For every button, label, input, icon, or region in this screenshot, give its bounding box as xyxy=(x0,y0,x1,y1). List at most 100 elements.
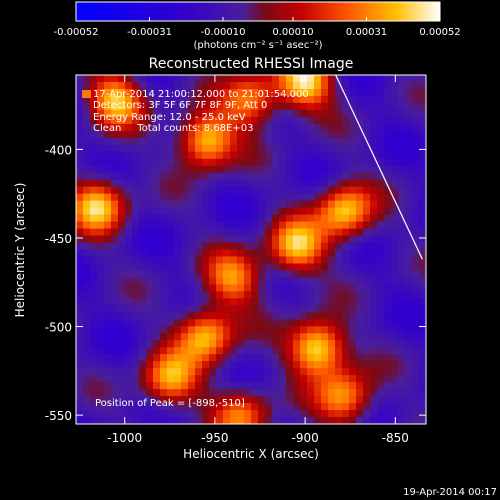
heatmap-cell xyxy=(237,375,245,383)
heatmap-cell xyxy=(76,88,84,97)
heatmap-cell xyxy=(202,270,210,279)
heatmap-cell xyxy=(363,403,371,411)
heatmap-cell xyxy=(111,277,119,285)
heatmap-cell xyxy=(237,207,245,216)
heatmap-cell xyxy=(181,172,189,181)
heatmap-cell xyxy=(363,75,371,83)
heatmap-cell xyxy=(132,102,140,111)
heatmap-cell xyxy=(363,389,371,397)
heatmap-cell xyxy=(279,130,287,139)
heatmap-cell xyxy=(377,354,385,362)
heatmap-cell xyxy=(202,137,210,146)
heatmap-cell xyxy=(363,88,371,97)
heatmap-cell xyxy=(412,81,420,90)
heatmap-cell xyxy=(181,221,189,230)
heatmap-cell xyxy=(370,207,378,216)
heatmap-cell xyxy=(307,417,315,424)
heatmap-cell xyxy=(377,326,385,334)
heatmap-cell xyxy=(384,396,392,404)
heatmap-cell xyxy=(195,270,203,279)
heatmap-cell xyxy=(230,340,238,348)
heatmap-cell xyxy=(188,270,196,279)
heatmap-cell xyxy=(272,263,280,272)
heatmap-cell xyxy=(342,403,350,411)
heatmap-cell xyxy=(307,102,315,111)
heatmap-cell xyxy=(188,116,196,125)
heatmap-cell xyxy=(160,221,168,230)
heatmap-cell xyxy=(244,305,252,313)
heatmap-cell xyxy=(76,95,84,104)
heatmap-cell xyxy=(293,256,301,265)
heatmap-cell xyxy=(293,305,301,313)
heatmap-cell xyxy=(363,123,371,132)
heatmap-cell xyxy=(83,312,91,320)
heatmap-cell xyxy=(307,347,315,355)
heatmap-cell xyxy=(160,81,168,90)
heatmap-cell xyxy=(174,81,182,90)
heatmap-cell xyxy=(244,172,252,181)
heatmap-cell xyxy=(412,88,420,97)
heatmap-cell xyxy=(167,382,175,390)
heatmap-cell xyxy=(419,319,426,327)
heatmap-cell xyxy=(405,347,413,355)
heatmap-cell xyxy=(265,396,273,404)
heatmap-cell xyxy=(230,172,238,181)
heatmap-cell xyxy=(307,228,315,237)
heatmap-cell xyxy=(111,214,119,223)
heatmap-cell xyxy=(356,158,364,167)
heatmap-cell xyxy=(104,284,112,292)
heatmap-cell xyxy=(419,256,426,265)
heatmap-cell xyxy=(153,396,161,404)
heatmap-cell xyxy=(153,319,161,327)
heatmap-cell xyxy=(111,102,119,111)
heatmap-cell xyxy=(307,235,315,244)
heatmap-cell xyxy=(349,228,357,237)
heatmap-cell xyxy=(342,193,350,202)
heatmap-cell xyxy=(328,158,336,167)
heatmap-cell xyxy=(349,109,357,118)
heatmap-cell xyxy=(153,375,161,383)
heatmap-cell xyxy=(216,403,224,411)
heatmap-cell xyxy=(377,109,385,118)
heatmap-cell xyxy=(111,179,119,188)
heatmap-cell xyxy=(412,130,420,139)
heatmap-cell xyxy=(335,347,343,355)
heatmap-cell xyxy=(230,396,238,404)
heatmap-cell xyxy=(153,312,161,320)
heatmap-cell xyxy=(349,326,357,334)
heatmap-cell xyxy=(125,298,133,306)
heatmap-cell xyxy=(293,158,301,167)
heatmap-cell xyxy=(342,410,350,418)
heatmap-cell xyxy=(342,172,350,181)
heatmap-cell xyxy=(76,298,84,306)
heatmap-cell xyxy=(405,291,413,299)
heatmap-cell xyxy=(139,81,147,90)
heatmap-cell xyxy=(167,123,175,132)
heatmap-cell xyxy=(307,312,315,320)
heatmap-cell xyxy=(293,354,301,362)
heatmap-cell xyxy=(181,95,189,104)
heatmap-cell xyxy=(328,235,336,244)
heatmap-cell xyxy=(111,186,119,195)
heatmap-cell xyxy=(328,298,336,306)
heatmap-cell xyxy=(202,410,210,418)
heatmap-cell xyxy=(132,305,140,313)
heatmap-cell xyxy=(251,333,259,341)
heatmap-cell xyxy=(370,291,378,299)
heatmap-cell xyxy=(321,88,329,97)
heatmap-cell xyxy=(265,249,273,258)
heatmap-cell xyxy=(76,410,84,418)
heatmap-cell xyxy=(251,235,259,244)
heatmap-cell xyxy=(279,270,287,279)
heatmap-cell xyxy=(104,396,112,404)
heatmap-cell xyxy=(125,158,133,167)
heatmap-cell xyxy=(76,158,84,167)
heatmap-cell xyxy=(160,319,168,327)
heatmap-cell xyxy=(363,221,371,230)
heatmap-cell xyxy=(223,165,231,174)
heatmap-cell xyxy=(125,193,133,202)
heatmap-cell xyxy=(223,158,231,167)
heatmap-cell xyxy=(153,214,161,223)
heatmap-cell xyxy=(90,144,98,153)
heatmap-cell xyxy=(370,417,378,424)
